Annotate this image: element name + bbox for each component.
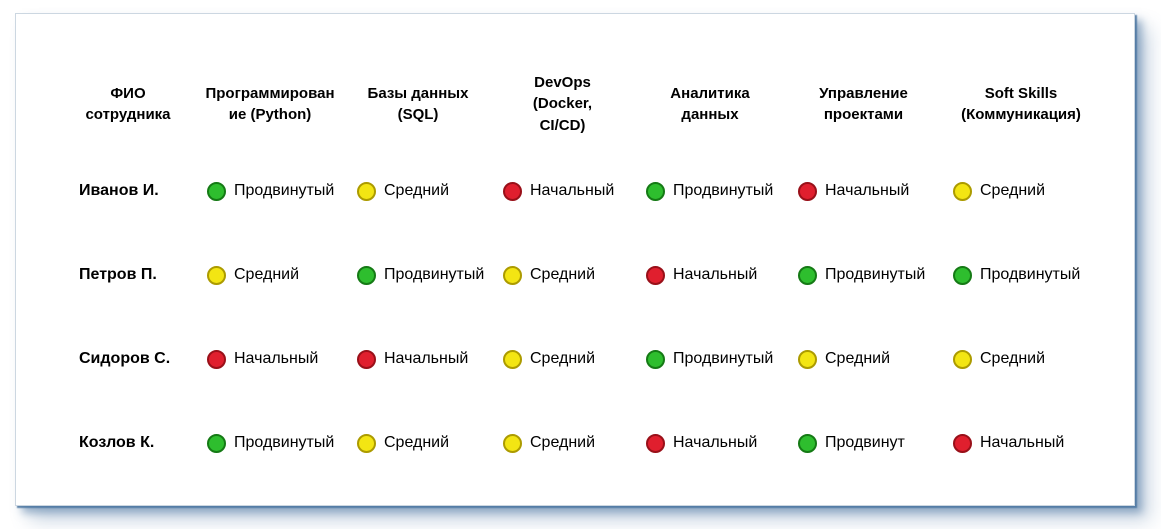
skill-cell: Начальный bbox=[634, 401, 786, 485]
skill-level-label: Средний bbox=[980, 182, 1046, 199]
level-dot bbox=[357, 349, 376, 369]
column-header-sql: Базы данных (SQL) bbox=[367, 84, 469, 123]
column-header-devops: DevOps (Docker, CI/CD) bbox=[532, 74, 593, 134]
skill-cell: Средний bbox=[345, 149, 491, 233]
skill-cell: Начальный bbox=[941, 401, 1101, 485]
column-header-python: Программирован ие (Python) bbox=[205, 84, 335, 123]
skill-cell: Продвинут bbox=[786, 401, 941, 485]
column-header-project-management: Управление проектами bbox=[819, 84, 908, 123]
skill-cell: Продвинутый bbox=[634, 149, 786, 233]
skill-cell: Продвинутый bbox=[786, 233, 941, 317]
level-dot bbox=[953, 349, 972, 369]
skill-level-label: Средний bbox=[825, 350, 891, 367]
skill-level-label: Продвинутый bbox=[234, 434, 335, 451]
skill-cell: Средний bbox=[491, 233, 634, 317]
skill-cell: Начальный bbox=[345, 317, 491, 401]
column-header-soft-skills: Soft Skills (Коммуникация) bbox=[961, 84, 1081, 123]
skill-level-label: Начальный bbox=[673, 434, 758, 451]
skill-level-label: Продвинут bbox=[825, 434, 905, 451]
skill-level-label: Средний bbox=[530, 350, 596, 367]
skill-cell: Средний bbox=[941, 149, 1101, 233]
skill-cell: Продвинутый bbox=[195, 149, 345, 233]
level-dot bbox=[207, 349, 226, 369]
employee-name: Сидоров С. bbox=[79, 350, 171, 367]
skill-cell: Начальный bbox=[634, 233, 786, 317]
skill-cell: Средний bbox=[345, 401, 491, 485]
skill-level-label: Продвинутый bbox=[673, 182, 774, 199]
skill-cell: Начальный bbox=[195, 317, 345, 401]
skill-cell: Средний bbox=[941, 317, 1101, 401]
skill-level-label: Продвинутый bbox=[384, 266, 485, 283]
employee-name: Петров П. bbox=[79, 266, 157, 283]
level-dot bbox=[953, 433, 972, 453]
level-dot bbox=[207, 265, 226, 285]
skill-level-label: Начальный bbox=[673, 266, 758, 283]
level-dot bbox=[357, 181, 376, 201]
level-dot bbox=[798, 349, 817, 369]
skill-cell: Продвинутый bbox=[941, 233, 1101, 317]
level-dot bbox=[357, 265, 376, 285]
skill-cell: Начальный bbox=[491, 149, 634, 233]
employee-name: Иванов И. bbox=[79, 182, 159, 199]
skill-level-label: Средний bbox=[980, 350, 1046, 367]
level-dot bbox=[798, 433, 817, 453]
level-dot bbox=[207, 433, 226, 453]
level-dot bbox=[646, 265, 665, 285]
skill-level-label: Продвинутый bbox=[980, 266, 1081, 283]
skill-level-label: Средний bbox=[384, 434, 450, 451]
level-dot bbox=[953, 181, 972, 201]
skill-level-label: Начальный bbox=[825, 182, 910, 199]
level-dot bbox=[503, 181, 522, 201]
skill-cell: Средний bbox=[195, 233, 345, 317]
level-dot bbox=[503, 349, 522, 369]
level-dot bbox=[646, 433, 665, 453]
skill-cell: Средний bbox=[491, 401, 634, 485]
skill-cell: Начальный bbox=[786, 149, 941, 233]
skill-cell: Средний bbox=[491, 317, 634, 401]
skill-level-label: Средний bbox=[530, 266, 596, 283]
skill-level-label: Продвинутый bbox=[825, 266, 926, 283]
level-dot bbox=[798, 181, 817, 201]
employee-name: Козлов К. bbox=[79, 434, 155, 451]
skill-cell: Продвинутый bbox=[195, 401, 345, 485]
level-dot bbox=[207, 181, 226, 201]
skill-cell: Средний bbox=[786, 317, 941, 401]
level-dot bbox=[503, 433, 522, 453]
skill-level-label: Средний bbox=[384, 182, 450, 199]
skill-level-label: Средний bbox=[234, 266, 300, 283]
skill-cell: Продвинутый bbox=[634, 317, 786, 401]
skill-level-label: Продвинутый bbox=[673, 350, 774, 367]
skill-level-label: Начальный bbox=[980, 434, 1065, 451]
level-dot bbox=[646, 181, 665, 201]
skill-level-label: Продвинутый bbox=[234, 182, 335, 199]
skill-level-label: Начальный bbox=[530, 182, 615, 199]
skills-matrix-table: ФИО сотрудника Программирован ие (Python… bbox=[16, 14, 1134, 485]
column-header-analytics: Аналитика данных bbox=[670, 84, 750, 123]
skill-cell: Продвинутый bbox=[345, 233, 491, 317]
level-dot bbox=[953, 265, 972, 285]
column-header-employee: ФИО сотрудника bbox=[85, 84, 171, 123]
level-dot bbox=[357, 433, 376, 453]
skill-level-label: Начальный bbox=[384, 350, 469, 367]
level-dot bbox=[646, 349, 665, 369]
level-dot bbox=[503, 265, 522, 285]
skill-level-label: Средний bbox=[530, 434, 596, 451]
skill-level-label: Начальный bbox=[234, 350, 319, 367]
figure-frame: ФИО сотрудника Программирован ие (Python… bbox=[15, 13, 1135, 506]
level-dot bbox=[798, 265, 817, 285]
